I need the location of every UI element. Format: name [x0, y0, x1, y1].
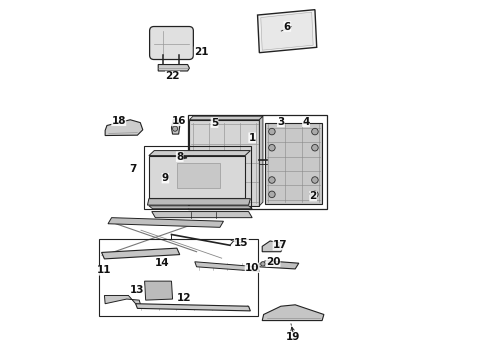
Text: 5: 5: [211, 118, 218, 128]
Text: 20: 20: [266, 257, 280, 267]
Circle shape: [269, 144, 275, 151]
Polygon shape: [172, 118, 180, 134]
Bar: [144, 146, 251, 209]
Polygon shape: [136, 304, 250, 311]
Text: 22: 22: [165, 71, 180, 81]
Text: 18: 18: [112, 116, 126, 126]
Text: 4: 4: [302, 117, 310, 127]
Polygon shape: [101, 248, 180, 259]
Text: 6: 6: [284, 22, 291, 32]
Polygon shape: [265, 123, 322, 204]
Polygon shape: [190, 120, 259, 206]
Polygon shape: [145, 281, 172, 300]
Polygon shape: [104, 296, 141, 306]
Text: 19: 19: [286, 332, 300, 342]
Text: 16: 16: [172, 116, 186, 126]
Circle shape: [269, 177, 275, 183]
Circle shape: [172, 126, 177, 131]
Polygon shape: [261, 12, 313, 50]
Polygon shape: [108, 218, 223, 227]
Polygon shape: [149, 156, 245, 198]
Polygon shape: [158, 64, 190, 71]
Polygon shape: [147, 199, 250, 205]
Circle shape: [261, 262, 265, 266]
Polygon shape: [258, 10, 317, 53]
Bar: [98, 239, 258, 316]
Text: 17: 17: [273, 240, 288, 250]
Circle shape: [269, 129, 275, 135]
Polygon shape: [262, 241, 285, 252]
Text: 2: 2: [310, 191, 317, 201]
Text: 13: 13: [129, 285, 144, 296]
Polygon shape: [149, 150, 250, 156]
Text: 7: 7: [129, 164, 137, 174]
Circle shape: [312, 129, 318, 135]
Text: 11: 11: [97, 265, 112, 275]
Polygon shape: [259, 261, 299, 269]
Text: 14: 14: [155, 258, 170, 268]
Polygon shape: [259, 116, 263, 206]
Text: 12: 12: [177, 293, 191, 303]
Polygon shape: [190, 116, 263, 120]
Polygon shape: [177, 163, 220, 188]
Circle shape: [269, 191, 275, 198]
Circle shape: [312, 177, 318, 183]
Polygon shape: [195, 262, 259, 271]
Polygon shape: [262, 305, 324, 320]
Text: 8: 8: [176, 152, 183, 162]
Text: 15: 15: [234, 238, 248, 248]
Polygon shape: [105, 120, 143, 135]
Circle shape: [312, 144, 318, 151]
Text: 9: 9: [162, 173, 169, 183]
Text: 10: 10: [245, 263, 259, 273]
Polygon shape: [149, 206, 252, 209]
Text: 1: 1: [248, 133, 256, 143]
Circle shape: [312, 191, 318, 198]
FancyBboxPatch shape: [149, 27, 194, 59]
Bar: [188, 116, 327, 209]
Text: 3: 3: [277, 117, 285, 127]
Text: 21: 21: [194, 46, 209, 57]
Polygon shape: [152, 212, 252, 218]
